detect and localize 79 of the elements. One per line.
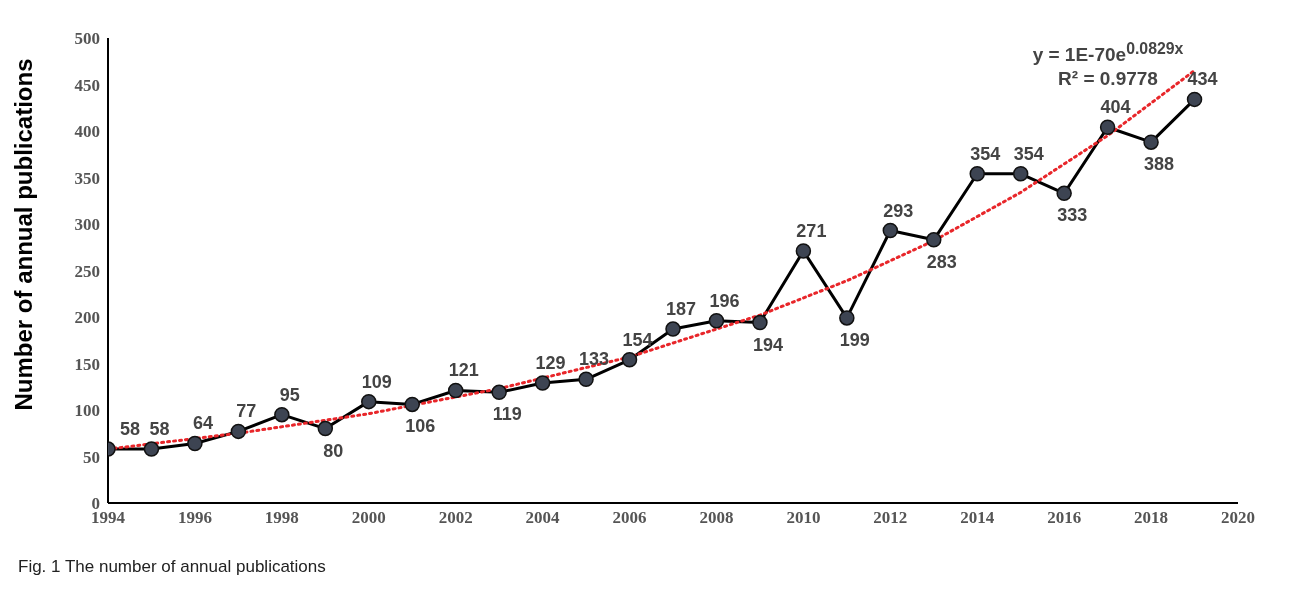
- x-tick-label: 1998: [264, 508, 299, 528]
- x-tick-label: 2012: [873, 508, 908, 528]
- caption: Fig. 1 The number of annual publications: [18, 557, 327, 577]
- point: [752, 314, 768, 331]
- x-tick-label: 2008: [699, 508, 734, 528]
- x-tick-label: 1996: [177, 508, 212, 528]
- annotation: R² = 0.9778: [1058, 68, 1158, 89]
- point: [1143, 134, 1159, 150]
- point: [187, 435, 203, 452]
- point: [795, 243, 812, 259]
- point: [361, 393, 377, 410]
- point: [230, 423, 247, 440]
- data-label: 293: [883, 200, 914, 221]
- data-label: 64: [192, 413, 213, 434]
- data-label: 133: [579, 349, 610, 370]
- data-label: 58: [149, 419, 170, 440]
- data-label: 333: [1057, 205, 1088, 226]
- point: [621, 352, 638, 368]
- y-tick-label: 150: [74, 354, 100, 374]
- data-label: 187: [665, 299, 697, 320]
- point: [708, 312, 725, 329]
- data-label: 199: [839, 329, 870, 350]
- point: [317, 420, 334, 437]
- data-label: 434: [1187, 69, 1218, 90]
- x-tick-label: 2010: [786, 508, 821, 528]
- data-label: 80: [323, 440, 344, 461]
- x-tick-label: 2014: [960, 508, 995, 528]
- annotation: y = 1E-70e$^{0.0829x}$: [1031, 40, 1185, 67]
- point: [1186, 91, 1203, 108]
- data-label: 154: [622, 329, 653, 350]
- data-label: 354: [1013, 143, 1044, 164]
- y-tick-label: 100: [74, 401, 100, 421]
- data-label: 77: [236, 401, 257, 422]
- data-label: 354: [970, 143, 1001, 164]
- point: [882, 222, 899, 239]
- data-label: 58: [119, 419, 141, 440]
- point: [491, 384, 507, 401]
- y-axis-title: Number of annual publications: [9, 58, 37, 411]
- point: [1012, 166, 1029, 182]
- data-label: 106: [405, 416, 436, 437]
- point: [1056, 185, 1072, 202]
- point: [274, 406, 290, 423]
- y-tick-label: 50: [83, 447, 100, 467]
- data-label: 404: [1100, 97, 1131, 118]
- data-label: 196: [709, 290, 740, 311]
- x-tick-label: 2004: [525, 508, 561, 528]
- point: [1099, 119, 1116, 136]
- y-tick-label: 500: [74, 29, 100, 49]
- data-label: 388: [1144, 154, 1175, 175]
- x-tick-label: 2002: [438, 508, 473, 528]
- point: [534, 375, 551, 391]
- x-tick-label: 1994: [91, 508, 126, 528]
- data-label: 283: [926, 251, 957, 272]
- x-tick-label: 2000: [351, 508, 386, 528]
- point: [143, 441, 160, 457]
- y-tick-label: 350: [74, 168, 100, 188]
- data-label: 129: [535, 353, 566, 374]
- data-label: 109: [361, 371, 392, 392]
- x-tick-label: 2016: [1047, 508, 1082, 528]
- point: [404, 396, 420, 413]
- point: [969, 166, 985, 182]
- data-label: 95: [279, 384, 300, 405]
- point: [926, 232, 942, 248]
- y-tick-label: 300: [74, 215, 100, 235]
- x-tick-label: 2020: [1221, 508, 1255, 528]
- x-tick-label: 2018: [1134, 508, 1169, 528]
- data-label: 119: [492, 404, 522, 425]
- y-tick-label: 400: [74, 122, 100, 142]
- y-tick-label: 250: [74, 261, 100, 281]
- point: [578, 371, 594, 388]
- point: [447, 382, 464, 399]
- point: [839, 310, 855, 326]
- data-label: 194: [752, 334, 783, 355]
- y-tick-label: 450: [74, 75, 100, 95]
- data-label: 121: [448, 360, 479, 381]
- data-label: 271: [796, 220, 827, 241]
- x-tick-label: 2006: [612, 508, 647, 528]
- point: [665, 321, 681, 337]
- y-tick-label: 200: [74, 308, 100, 328]
